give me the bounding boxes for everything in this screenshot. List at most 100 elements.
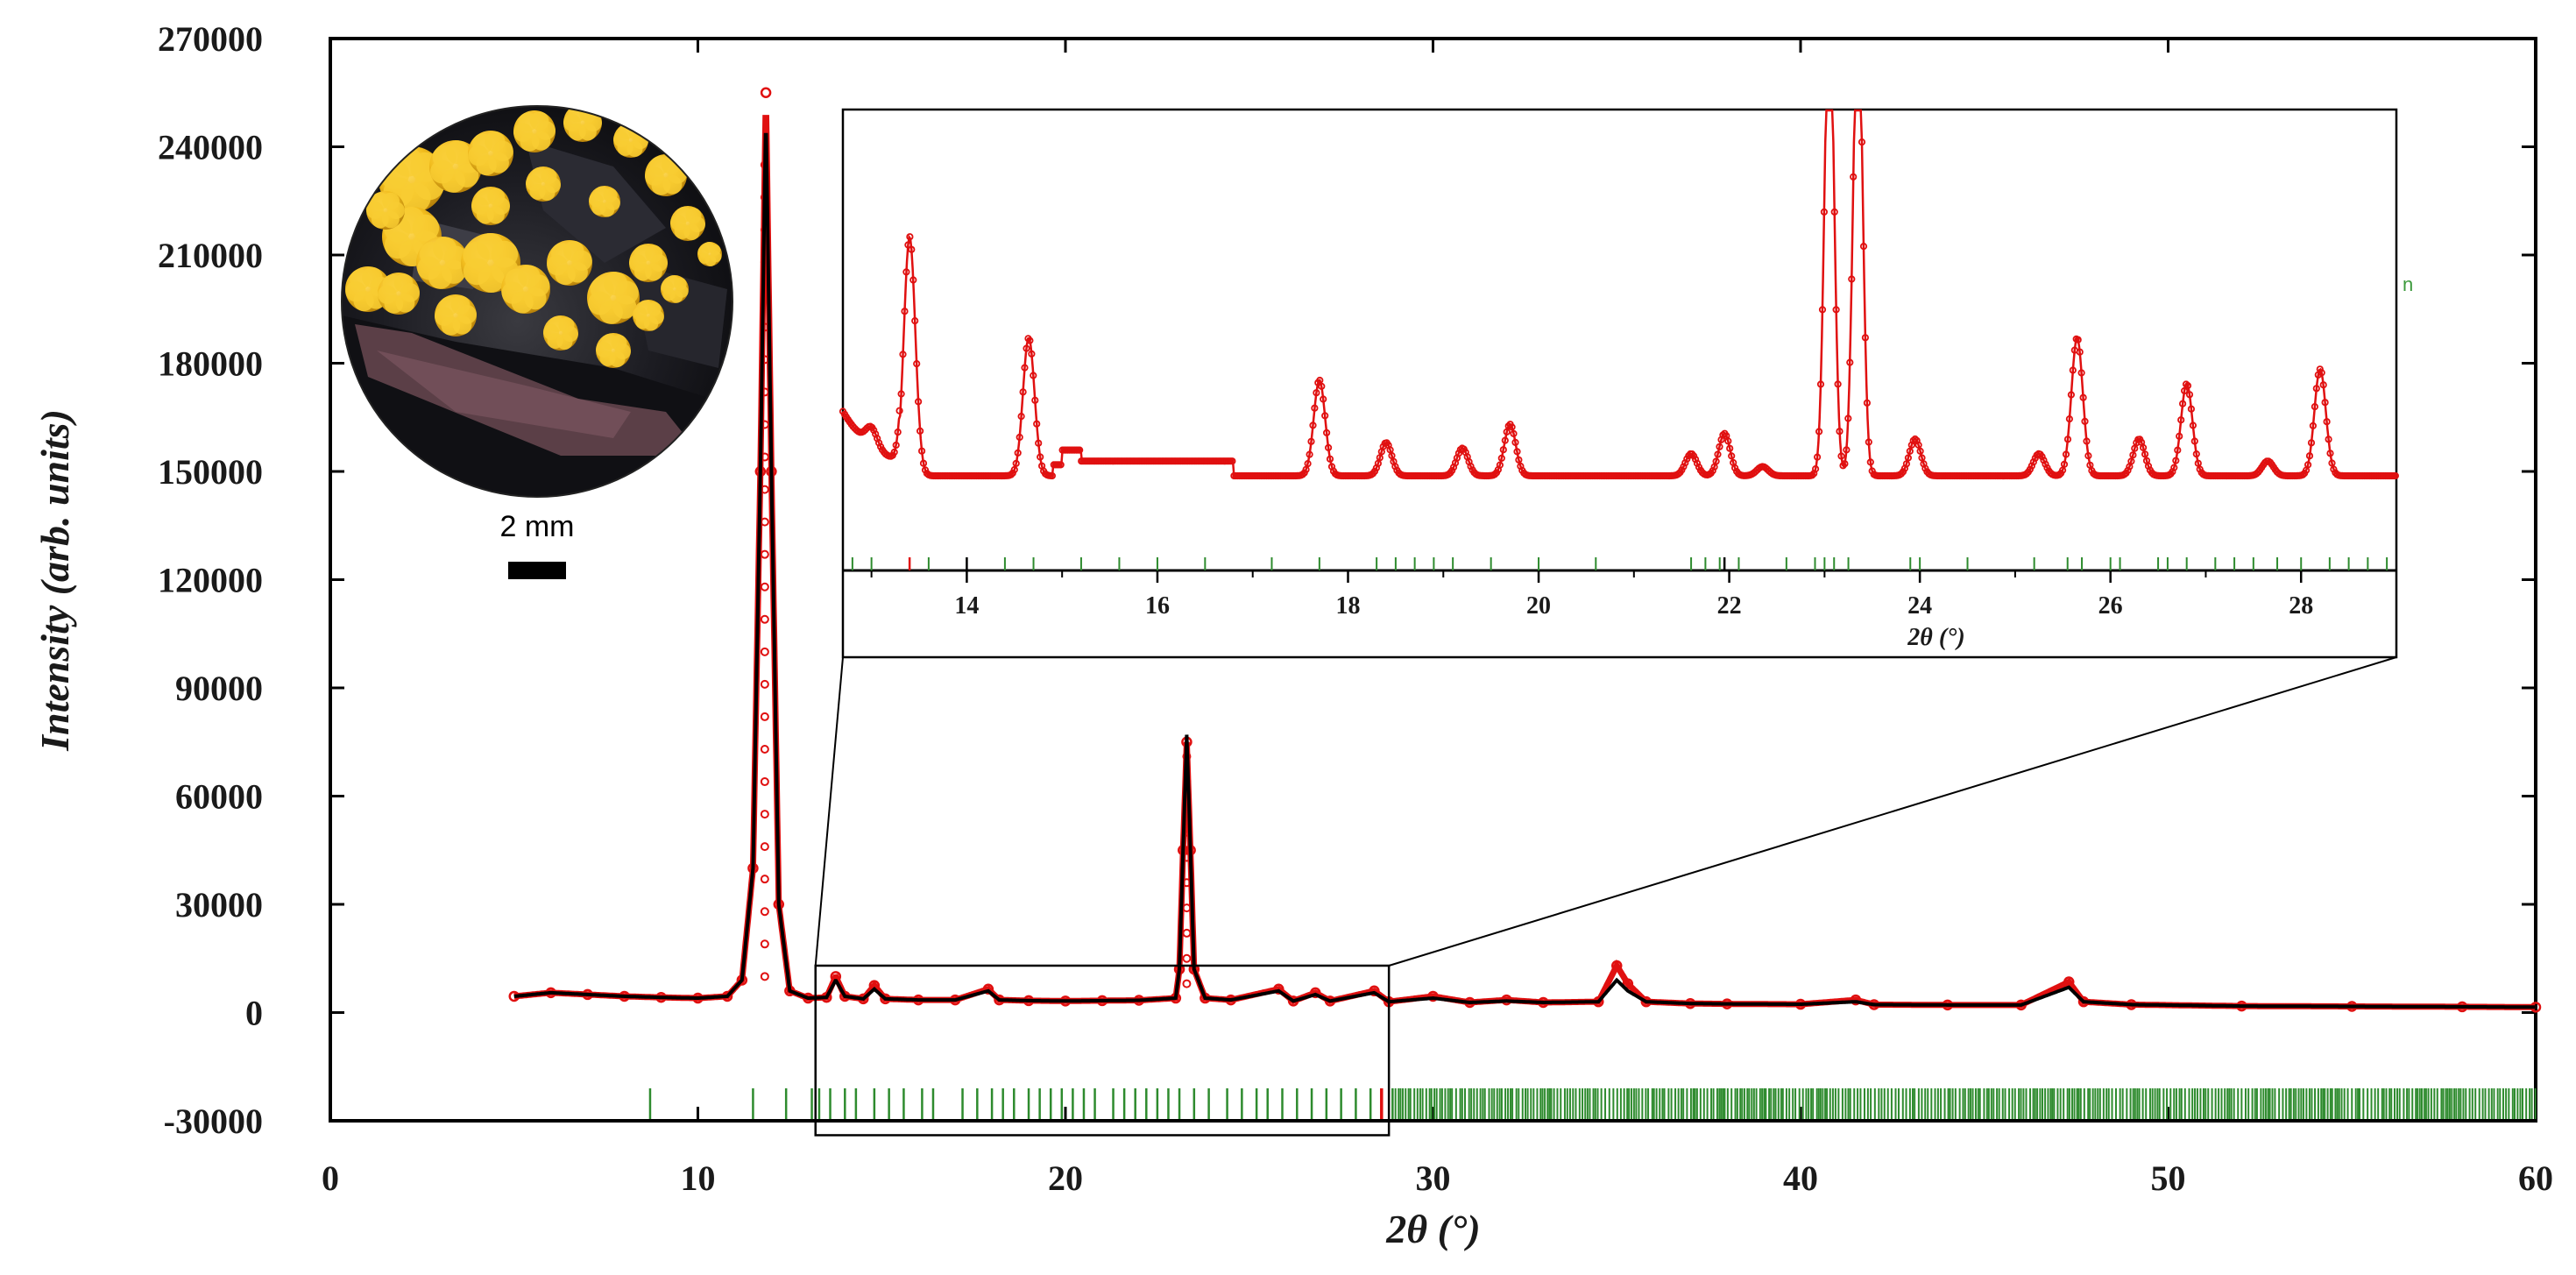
inset-point (1680, 463, 1688, 471)
inset-point (1716, 443, 1723, 450)
inset-x-tick-label: 14 (954, 592, 979, 620)
inset-point (2038, 452, 2046, 461)
y-tick-label: 120000 (158, 561, 263, 600)
y-axis-title: Intensity (arb. units) (32, 409, 77, 752)
inset-point (2304, 461, 2312, 469)
main-tick-labels: 0 10 20 30 40 50 60 -30000 0 30000 60000 90000 12000… (158, 19, 2553, 1198)
inset-point (2140, 443, 2148, 451)
inset-point (1692, 456, 1700, 464)
inset-point (2084, 451, 2092, 460)
inset-point (1914, 441, 1922, 449)
inset-point (2190, 437, 2198, 445)
inset-point (870, 426, 878, 434)
inset-point (915, 398, 923, 406)
y-tick-label: 270000 (158, 19, 263, 59)
observed-point (760, 87, 772, 98)
y-tick-label: 90000 (175, 669, 263, 708)
observed-point (1273, 983, 1284, 995)
inset-point (2141, 450, 2149, 458)
stray-label: n (2403, 273, 2413, 295)
inset-point (1019, 388, 1027, 396)
inset-point (2181, 386, 2189, 395)
inset-point (1511, 438, 1519, 446)
inset-point (1307, 437, 1315, 445)
inset-point (1848, 275, 1856, 283)
inset-point (911, 316, 919, 325)
inset-point (2183, 381, 2192, 390)
observed-point (760, 517, 769, 527)
inset-point (2330, 465, 2338, 473)
inset-point (908, 245, 916, 253)
inset-point (2060, 460, 2069, 469)
inset-point (2326, 450, 2334, 457)
inset-point (1904, 454, 1912, 462)
y-tick-label: 210000 (158, 236, 263, 275)
inset-point (1228, 457, 1236, 465)
inset-point (1320, 395, 1327, 403)
inset-point (1311, 404, 1319, 412)
crystal-cluster (419, 242, 443, 266)
inset-point (2083, 437, 2091, 445)
inset-point (1906, 447, 1914, 456)
inset-bragg-markers (851, 557, 2388, 570)
inset-point (2185, 391, 2194, 399)
inset-point (913, 359, 921, 368)
y-tick-label: -30000 (164, 1101, 263, 1141)
inset-point (894, 428, 902, 436)
observed-point (760, 907, 769, 917)
y-tick-label: 240000 (158, 128, 263, 167)
observed-point (760, 647, 769, 656)
y-tick-label: 60000 (175, 777, 263, 817)
inset-point (1728, 452, 1736, 460)
observed-point (1622, 978, 1634, 989)
inset-point (2187, 405, 2195, 413)
crystal-cluster (614, 344, 631, 360)
inset-point (1499, 446, 1507, 454)
zoom-connector-right (1388, 656, 2397, 967)
inset-point (1818, 306, 1827, 314)
zoom-connector-left (814, 656, 844, 967)
inset-point (1865, 438, 1872, 446)
inset-axis-ticks (870, 570, 2397, 583)
observed-point (1182, 903, 1192, 913)
x-tick-label: 0 (322, 1158, 339, 1198)
inset-point (1490, 471, 1499, 478)
inset-point (1028, 350, 1036, 358)
inset-point (1902, 460, 1910, 468)
inset-point (2076, 348, 2084, 356)
inset-point (1076, 446, 1084, 454)
inset-point (1844, 414, 1852, 422)
crystal-cluster (689, 216, 705, 233)
inset-point (2169, 468, 2176, 476)
inset-point (901, 308, 909, 315)
scale-bar (508, 562, 566, 579)
inset-frame (841, 108, 2398, 659)
inset-point (1843, 446, 1851, 454)
observed-point (1427, 990, 1439, 1002)
inset-point (2029, 458, 2037, 466)
inset-point (1326, 455, 1334, 463)
observed-point (760, 875, 769, 884)
inset-point (1850, 173, 1858, 181)
observed-point (760, 810, 769, 819)
inset-point (1501, 436, 1509, 444)
scale-bar-label: 2 mm (500, 510, 575, 543)
observed-point (1310, 987, 1321, 999)
inset-point (1496, 461, 1504, 469)
inset-point (919, 459, 928, 467)
inset-point (2074, 336, 2082, 344)
inset-observed-circles (839, 138, 2399, 480)
crystal-cluster (662, 287, 676, 301)
inset-point (1037, 453, 1044, 461)
observed-point (1369, 985, 1380, 997)
inset-point (1017, 412, 1025, 421)
inset-point (1836, 428, 1844, 436)
inset-point (1832, 306, 1840, 314)
inset-point (1510, 429, 1518, 437)
crystal-cluster (590, 277, 614, 301)
inset-point (1026, 336, 1034, 344)
inset-point (1814, 453, 1822, 461)
inset-point (2069, 366, 2077, 374)
inset-point (2192, 450, 2200, 458)
